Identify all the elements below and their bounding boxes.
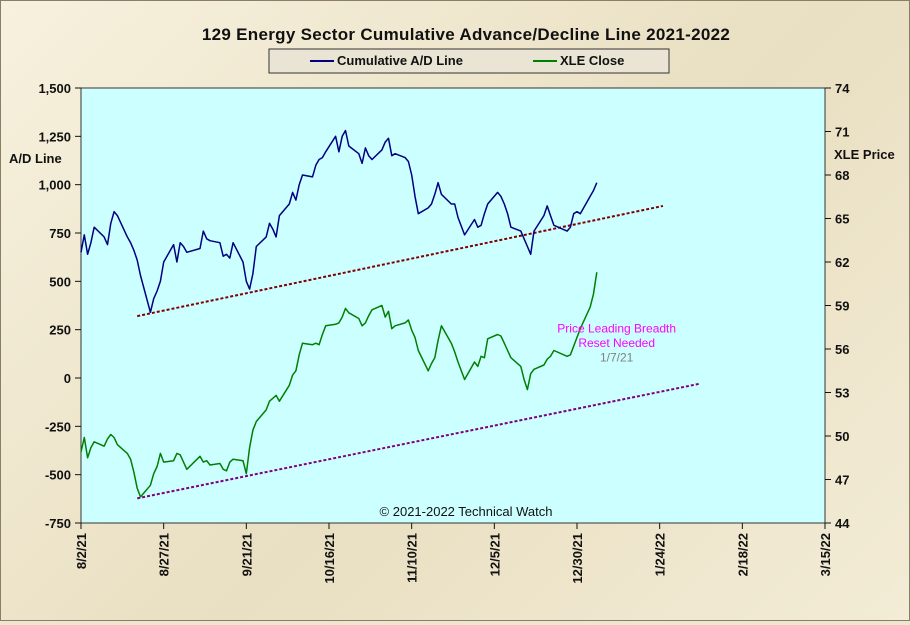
legend-label-ad: Cumulative A/D Line bbox=[337, 53, 463, 68]
y-axis-right-label: XLE Price bbox=[834, 147, 895, 162]
chart-title: 129 Energy Sector Cumulative Advance/Dec… bbox=[202, 25, 730, 44]
y-right-tick-label: 59 bbox=[835, 299, 849, 314]
series-lines bbox=[80, 129, 598, 498]
annotation-date: 1/7/21 bbox=[600, 351, 634, 365]
y-left-tick-label: 500 bbox=[49, 274, 71, 289]
y-right-tick-label: 62 bbox=[835, 255, 849, 270]
trendlines bbox=[137, 204, 700, 500]
y-axis-left-label: A/D Line bbox=[9, 151, 62, 166]
y-left-tick-label: -250 bbox=[45, 419, 71, 434]
y-right-tick-label: 71 bbox=[835, 125, 849, 140]
x-tick-label: 12/5/21 bbox=[487, 533, 502, 576]
copyright-text: © 2021-2022 Technical Watch bbox=[380, 504, 553, 519]
legend-label-xle: XLE Close bbox=[560, 53, 624, 68]
y-left-tick-label: -500 bbox=[45, 468, 71, 483]
x-tick-label: 9/21/21 bbox=[239, 533, 254, 576]
y-right-tick-label: 47 bbox=[835, 473, 849, 488]
y-left-tick-label: 0 bbox=[64, 371, 71, 386]
annotation-text: Reset Needed bbox=[578, 336, 655, 350]
y-left-tick-label: 1,000 bbox=[38, 178, 71, 193]
x-tick-label: 12/30/21 bbox=[570, 533, 585, 584]
x-tick-label: 11/10/21 bbox=[405, 533, 420, 583]
y-left-tick-label: 750 bbox=[49, 226, 71, 241]
y-left-tick-label: 1,250 bbox=[38, 129, 71, 144]
x-tick-label: 1/24/22 bbox=[653, 533, 668, 576]
y-left-tick-label: 250 bbox=[49, 323, 71, 338]
y-axis-left: -750 -500 -250 0 250 500 750 1,000 1,250 1,500 bbox=[38, 81, 81, 531]
x-axis: 8/2/21 8/27/21 9/21/21 10/16/21 11/10/21 12/5… bbox=[74, 523, 833, 584]
y-right-tick-label: 68 bbox=[835, 168, 849, 183]
y-right-tick-label: 53 bbox=[835, 386, 849, 401]
trendline-xle bbox=[137, 382, 700, 500]
plot-area bbox=[80, 87, 826, 524]
x-tick-label: 8/2/21 bbox=[74, 533, 89, 569]
y-right-tick-label: 65 bbox=[835, 212, 849, 227]
series-line-xle bbox=[80, 272, 598, 498]
legend-box bbox=[268, 48, 670, 74]
y-right-tick-label: 56 bbox=[835, 342, 849, 357]
annotation-text: Price Leading Breadth bbox=[557, 322, 676, 336]
series-line-ad bbox=[80, 129, 598, 314]
y-right-tick-label: 50 bbox=[835, 429, 849, 444]
legend: Cumulative A/D Line XLE Close bbox=[268, 48, 670, 74]
x-tick-label: 10/16/21 bbox=[322, 533, 337, 584]
trendline-ad bbox=[137, 204, 664, 318]
y-right-tick-label: 44 bbox=[835, 516, 850, 531]
x-tick-label: 8/27/21 bbox=[157, 533, 172, 576]
y-axis-right: 44 47 50 53 56 59 62 65 68 71 74 bbox=[825, 81, 850, 531]
y-left-tick-label: 1,500 bbox=[38, 81, 71, 96]
y-right-tick-label: 74 bbox=[835, 81, 850, 96]
x-tick-label: 2/18/22 bbox=[735, 533, 750, 576]
y-left-tick-label: -750 bbox=[45, 516, 71, 531]
x-tick-label: 3/15/22 bbox=[818, 533, 833, 576]
